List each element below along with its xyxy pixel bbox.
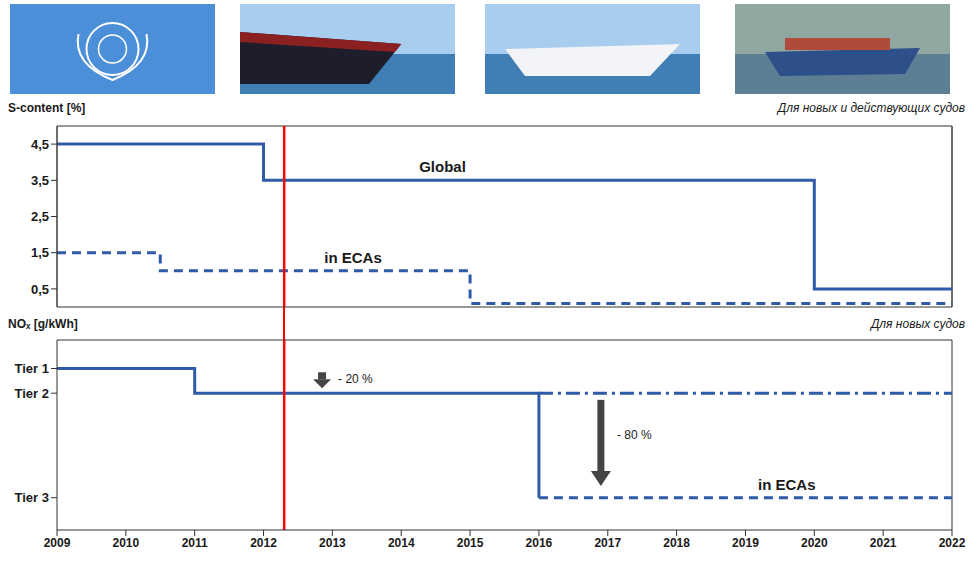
svg-text:Tier 1: Tier 1 <box>15 361 49 376</box>
svg-text:- 80 %: - 80 % <box>617 428 652 442</box>
svg-text:2018: 2018 <box>663 536 690 550</box>
svg-text:- 20 %: - 20 % <box>338 372 373 386</box>
svg-text:2009: 2009 <box>44 536 71 550</box>
svg-text:1,5: 1,5 <box>31 245 49 260</box>
html-text:NOₓ [g/kWh]: NOₓ [g/kWh] <box>8 317 78 331</box>
svg-text:2016: 2016 <box>526 536 553 550</box>
svg-text:in ECAs: in ECAs <box>758 476 816 493</box>
svg-text:2014: 2014 <box>388 536 415 550</box>
svg-text:2021: 2021 <box>870 536 897 550</box>
svg-text:2020: 2020 <box>801 536 828 550</box>
svg-text:2011: 2011 <box>182 536 208 550</box>
html-text:Для новых судов: Для новых судов <box>870 317 965 331</box>
svg-text:Tier 3: Tier 3 <box>15 490 49 505</box>
svg-text:in ECAs: in ECAs <box>324 249 382 266</box>
svg-text:2013: 2013 <box>319 536 346 550</box>
svg-text:2012: 2012 <box>250 536 277 550</box>
svg-text:2019: 2019 <box>732 536 759 550</box>
svg-text:Tier 2: Tier 2 <box>15 386 49 401</box>
svg-text:Global: Global <box>419 158 466 175</box>
html-text:Для новых и действующих судов: Для новых и действующих судов <box>777 101 965 115</box>
svg-text:2017: 2017 <box>594 536 621 550</box>
svg-text:2022: 2022 <box>939 536 966 550</box>
html-text:S-content [%]: S-content [%] <box>8 101 86 115</box>
svg-text:0,5: 0,5 <box>31 282 49 297</box>
svg-text:2,5: 2,5 <box>31 209 49 224</box>
svg-text:2015: 2015 <box>457 536 484 550</box>
svg-text:2010: 2010 <box>112 536 139 550</box>
svg-text:4,5: 4,5 <box>31 137 49 152</box>
svg-text:3,5: 3,5 <box>31 173 49 188</box>
